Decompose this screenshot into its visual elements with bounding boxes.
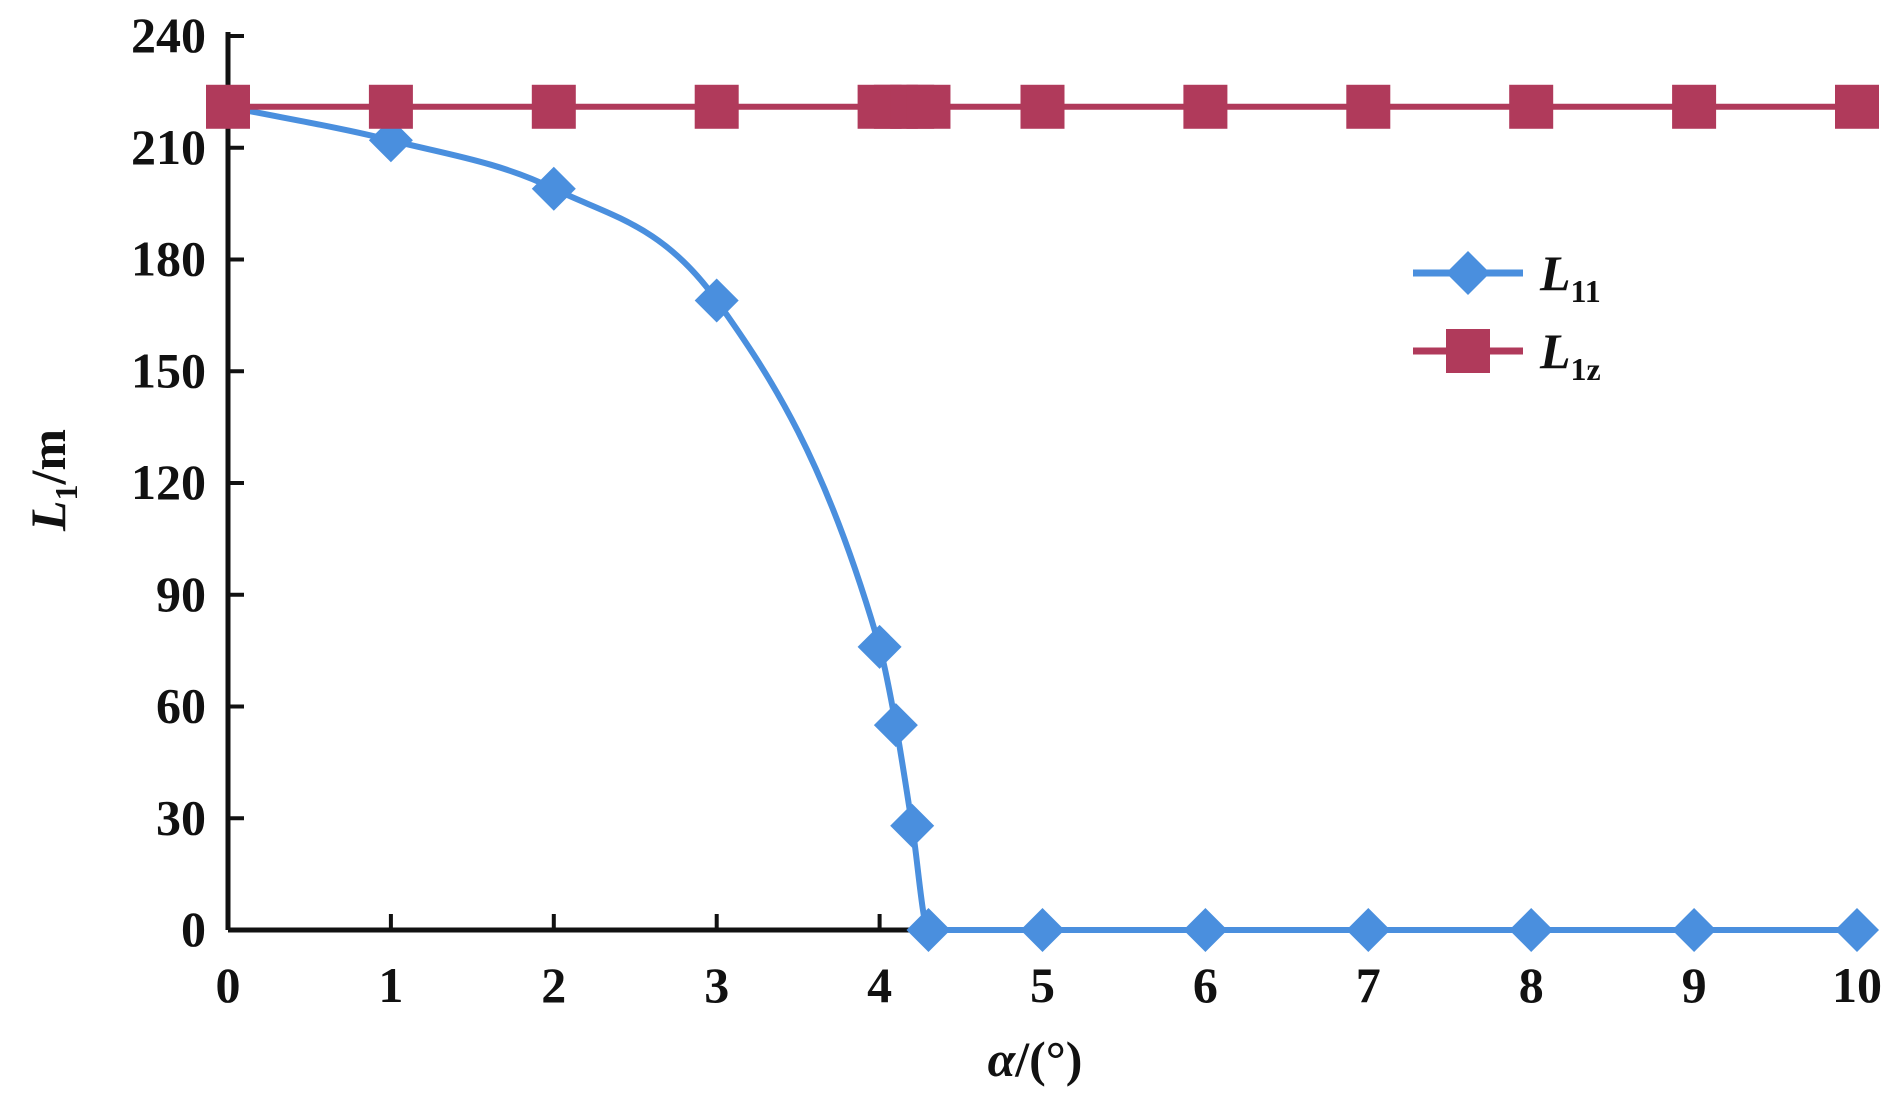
data-point [1835,84,1879,129]
legend-label: L1z [1539,323,1601,387]
data-point [531,166,576,211]
legend-name: L [1539,323,1571,379]
data-point [1020,84,1065,129]
axes: 0 30 60 90 120 150 180 210 240 0 1 2 3 4 5 6 7 8 9 10 [131,7,1882,1013]
data-point [1509,84,1554,129]
y-tick-label: 60 [156,678,206,734]
data-point [1509,908,1554,952]
data-point [857,624,902,669]
data-point [1183,908,1228,952]
y-tick-label: 180 [131,231,206,287]
data-point [368,118,413,163]
x-axis-label: α/(°) [988,1031,1083,1087]
series-square [206,84,1879,129]
y-tick-label: 150 [131,342,206,398]
data-point [1835,908,1879,952]
data-point [873,703,918,748]
y-axis-label: L1/m [20,429,84,532]
data-point [1672,908,1717,952]
data-point [906,908,951,952]
y-tick-label: 120 [131,454,206,510]
data-point [694,278,739,323]
x-tick-label: 6 [1193,957,1218,1013]
data-point [1183,84,1228,129]
series-diamond [206,84,1879,952]
data-point [368,84,413,129]
series-layer [206,84,1879,952]
data-point [1346,84,1391,129]
x-tick-label: 7 [1356,957,1381,1013]
x-tick-label: 9 [1682,957,1707,1013]
x-tick-label: 0 [216,957,241,1013]
y-tick-label: 210 [131,119,206,175]
data-point [906,84,951,129]
data-point [694,84,739,129]
y-tick-label: 90 [156,566,206,622]
series-line [227,103,1857,934]
x-tick-label: 5 [1030,957,1055,1013]
legend-item: L11 [1413,245,1601,309]
x-tick-label: 4 [867,957,892,1013]
y-tick-label: 30 [156,789,206,845]
legend-sub: 11 [1571,273,1601,309]
x-tick-label: 2 [541,957,566,1013]
data-point [1020,908,1065,952]
x-tick-label: 8 [1519,957,1544,1013]
legend-sub: 1z [1571,351,1601,387]
x-tick-label: 10 [1832,957,1882,1013]
data-point [890,803,935,848]
data-point [1346,908,1391,952]
x-tick-label: 1 [378,957,403,1013]
legend-marker [1446,329,1490,373]
y-tick-label: 240 [131,7,206,63]
legend-marker [1446,251,1490,295]
x-tick-label: 3 [704,957,729,1013]
data-point [1672,84,1717,129]
legend-item: L1z [1413,323,1601,387]
legend-name: L [1539,245,1571,301]
y-tick-label: 0 [181,901,206,957]
data-point [206,84,250,129]
data-point [531,84,576,129]
legend-label: L11 [1539,245,1601,309]
